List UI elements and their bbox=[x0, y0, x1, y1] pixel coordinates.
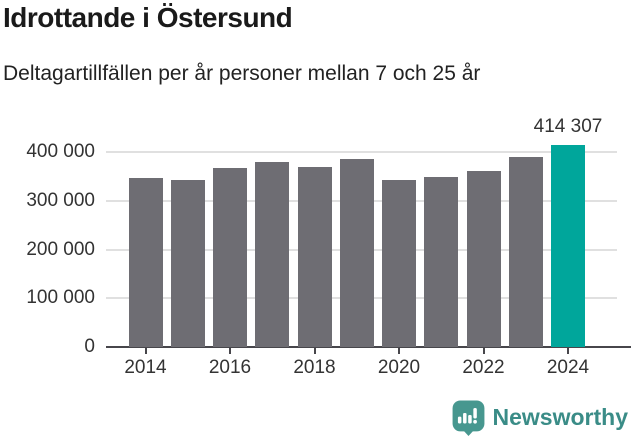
gridline-400000 bbox=[106, 151, 617, 154]
bar-2019 bbox=[339, 159, 374, 347]
bar-chart-speech-bubble-icon bbox=[452, 400, 484, 436]
plot-area: 414 307 0 100 000 200 000 300 000 400 000 201… bbox=[26, 110, 631, 378]
brand-name: Newsworthy bbox=[492, 404, 628, 430]
bar-2024 bbox=[551, 145, 585, 347]
bar-2016 bbox=[213, 167, 247, 347]
bar-2014 bbox=[128, 177, 163, 347]
x-axis-label-2014: 2014 bbox=[124, 357, 167, 378]
x-axis-label-2020: 2020 bbox=[377, 357, 421, 378]
x-axis-tick-2016 bbox=[229, 348, 231, 354]
bar-2015 bbox=[170, 179, 205, 347]
x-axis-tick-2024 bbox=[567, 348, 569, 354]
y-axis-label: 300 000 bbox=[26, 190, 95, 212]
value-label-2024: 414 307 bbox=[533, 116, 603, 138]
x-axis-tick-2022 bbox=[482, 348, 485, 354]
y-axis-label: 200 000 bbox=[26, 238, 95, 260]
page-subtitle: Deltagartillfällen per år personer mella… bbox=[3, 62, 481, 85]
bar-2020 bbox=[382, 179, 416, 347]
y-axis-label: 0 bbox=[84, 336, 95, 357]
x-axis-label-2022: 2022 bbox=[462, 357, 505, 378]
y-axis-label: 400 000 bbox=[26, 141, 95, 163]
x-axis-label-2024: 2024 bbox=[546, 357, 590, 378]
x-axis-tick-2020 bbox=[398, 348, 400, 354]
x-axis-tick-2014 bbox=[144, 348, 147, 354]
page-title: Idrottande i Östersund bbox=[3, 2, 293, 33]
bar-2022 bbox=[466, 171, 501, 347]
x-axis-tick-2018 bbox=[313, 348, 316, 354]
bar-2021 bbox=[424, 176, 459, 347]
x-axis-label-2016: 2016 bbox=[208, 357, 252, 378]
bar-2017 bbox=[255, 162, 290, 347]
bar-2023 bbox=[508, 156, 543, 347]
bar-2018 bbox=[297, 166, 332, 347]
x-axis-label-2018: 2018 bbox=[293, 357, 336, 378]
y-axis-label: 100 000 bbox=[26, 287, 95, 309]
newsworthy-logo: Newsworthy bbox=[451, 399, 628, 436]
